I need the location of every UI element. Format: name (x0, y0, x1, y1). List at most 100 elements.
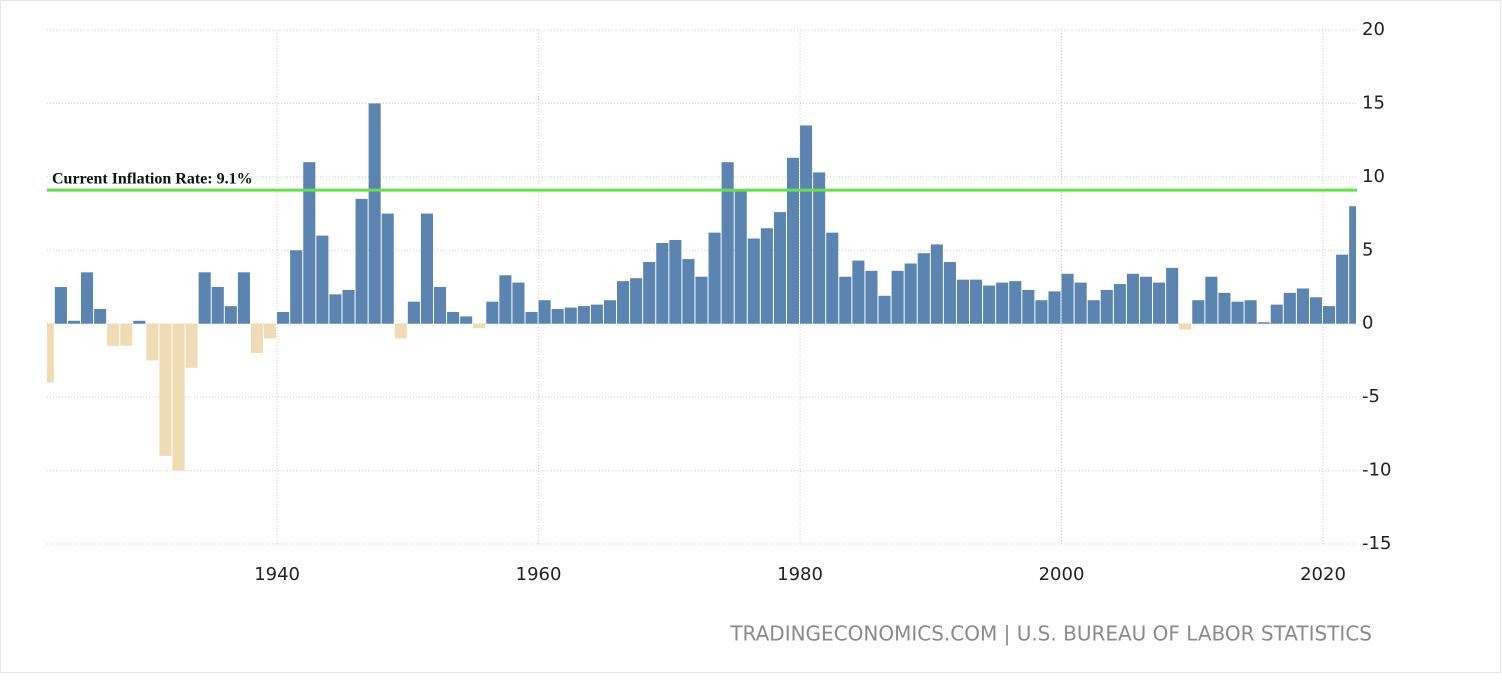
bar (120, 323, 133, 346)
bar (1139, 276, 1153, 324)
bar (447, 311, 460, 324)
bar (1296, 288, 1309, 324)
y-tick-label: 10 (1362, 166, 1385, 187)
bar (159, 323, 172, 456)
bar (630, 278, 643, 324)
bar (107, 323, 120, 346)
bar (551, 309, 564, 324)
bar (878, 295, 891, 324)
bar (433, 287, 447, 324)
bar (1087, 300, 1100, 324)
y-tick-label: 0 (1362, 313, 1373, 334)
bar (198, 272, 211, 324)
bar (146, 323, 159, 361)
bar (643, 262, 656, 324)
bar (94, 309, 107, 324)
bar (773, 212, 786, 324)
y-tick-label: -15 (1362, 533, 1391, 554)
bar (303, 162, 316, 324)
bar (381, 213, 394, 324)
bar (237, 272, 250, 324)
bar (970, 279, 983, 324)
bar (695, 276, 708, 324)
bar (564, 307, 577, 324)
bar (342, 289, 355, 324)
bar (211, 287, 224, 324)
bar (669, 240, 682, 324)
bar (394, 323, 407, 339)
bar (224, 306, 237, 324)
y-tick-label: 20 (1362, 19, 1385, 40)
bar (943, 262, 956, 324)
bar (682, 259, 695, 324)
bar (930, 244, 943, 324)
bar (460, 316, 473, 324)
bar (1231, 301, 1244, 324)
bar (1309, 297, 1323, 324)
bar (617, 281, 630, 324)
bar (1336, 254, 1349, 324)
x-tick-label: 1980 (777, 564, 823, 585)
bar (996, 282, 1009, 324)
bar (47, 323, 54, 383)
bar (1126, 273, 1139, 324)
bar (1022, 289, 1035, 324)
bar (525, 311, 538, 324)
bar (185, 323, 198, 368)
bar (368, 103, 381, 324)
bar (67, 320, 80, 324)
bar (603, 300, 617, 324)
y-tick-label: -5 (1362, 386, 1380, 407)
bar (355, 198, 368, 324)
y-tick-label: 15 (1362, 92, 1385, 113)
bar (473, 323, 486, 329)
bar (1218, 292, 1231, 324)
bar (1192, 300, 1205, 324)
bar (590, 304, 603, 324)
bar (290, 250, 303, 324)
bar (1323, 306, 1336, 324)
bar (250, 323, 264, 354)
bar (1009, 281, 1022, 324)
bar (721, 162, 734, 324)
x-tick-label: 1940 (254, 564, 300, 585)
bar (538, 300, 551, 324)
y-tick-label: -10 (1362, 460, 1391, 481)
bar (316, 235, 329, 324)
bar (826, 232, 839, 324)
bar (1048, 291, 1061, 324)
bar (734, 190, 747, 324)
bar (277, 311, 290, 324)
bar (891, 270, 904, 324)
bar (917, 253, 930, 324)
bar (264, 323, 277, 339)
bar (852, 260, 865, 324)
bar (577, 306, 590, 324)
bar (54, 287, 67, 324)
bar (1283, 292, 1296, 324)
bar (904, 263, 917, 324)
bar (1270, 304, 1283, 324)
bar (1061, 273, 1074, 324)
bar (786, 157, 800, 324)
reference-label: Current Inflation Rate: 9.1% (52, 171, 253, 188)
bar (1074, 282, 1087, 324)
bar (656, 242, 669, 324)
bar (1244, 300, 1257, 324)
bar (813, 172, 826, 324)
bar (760, 228, 773, 324)
x-tick-label: 2020 (1300, 564, 1346, 585)
bar (486, 301, 499, 324)
bar (1153, 282, 1166, 324)
bar (1166, 267, 1179, 324)
bar (407, 301, 420, 324)
bar (708, 232, 721, 324)
bar (1257, 322, 1270, 324)
bar (80, 272, 94, 324)
x-tick-label: 1960 (516, 564, 562, 585)
bar (512, 282, 525, 324)
bar (329, 294, 342, 324)
bar (172, 323, 185, 471)
bar (1205, 276, 1218, 324)
